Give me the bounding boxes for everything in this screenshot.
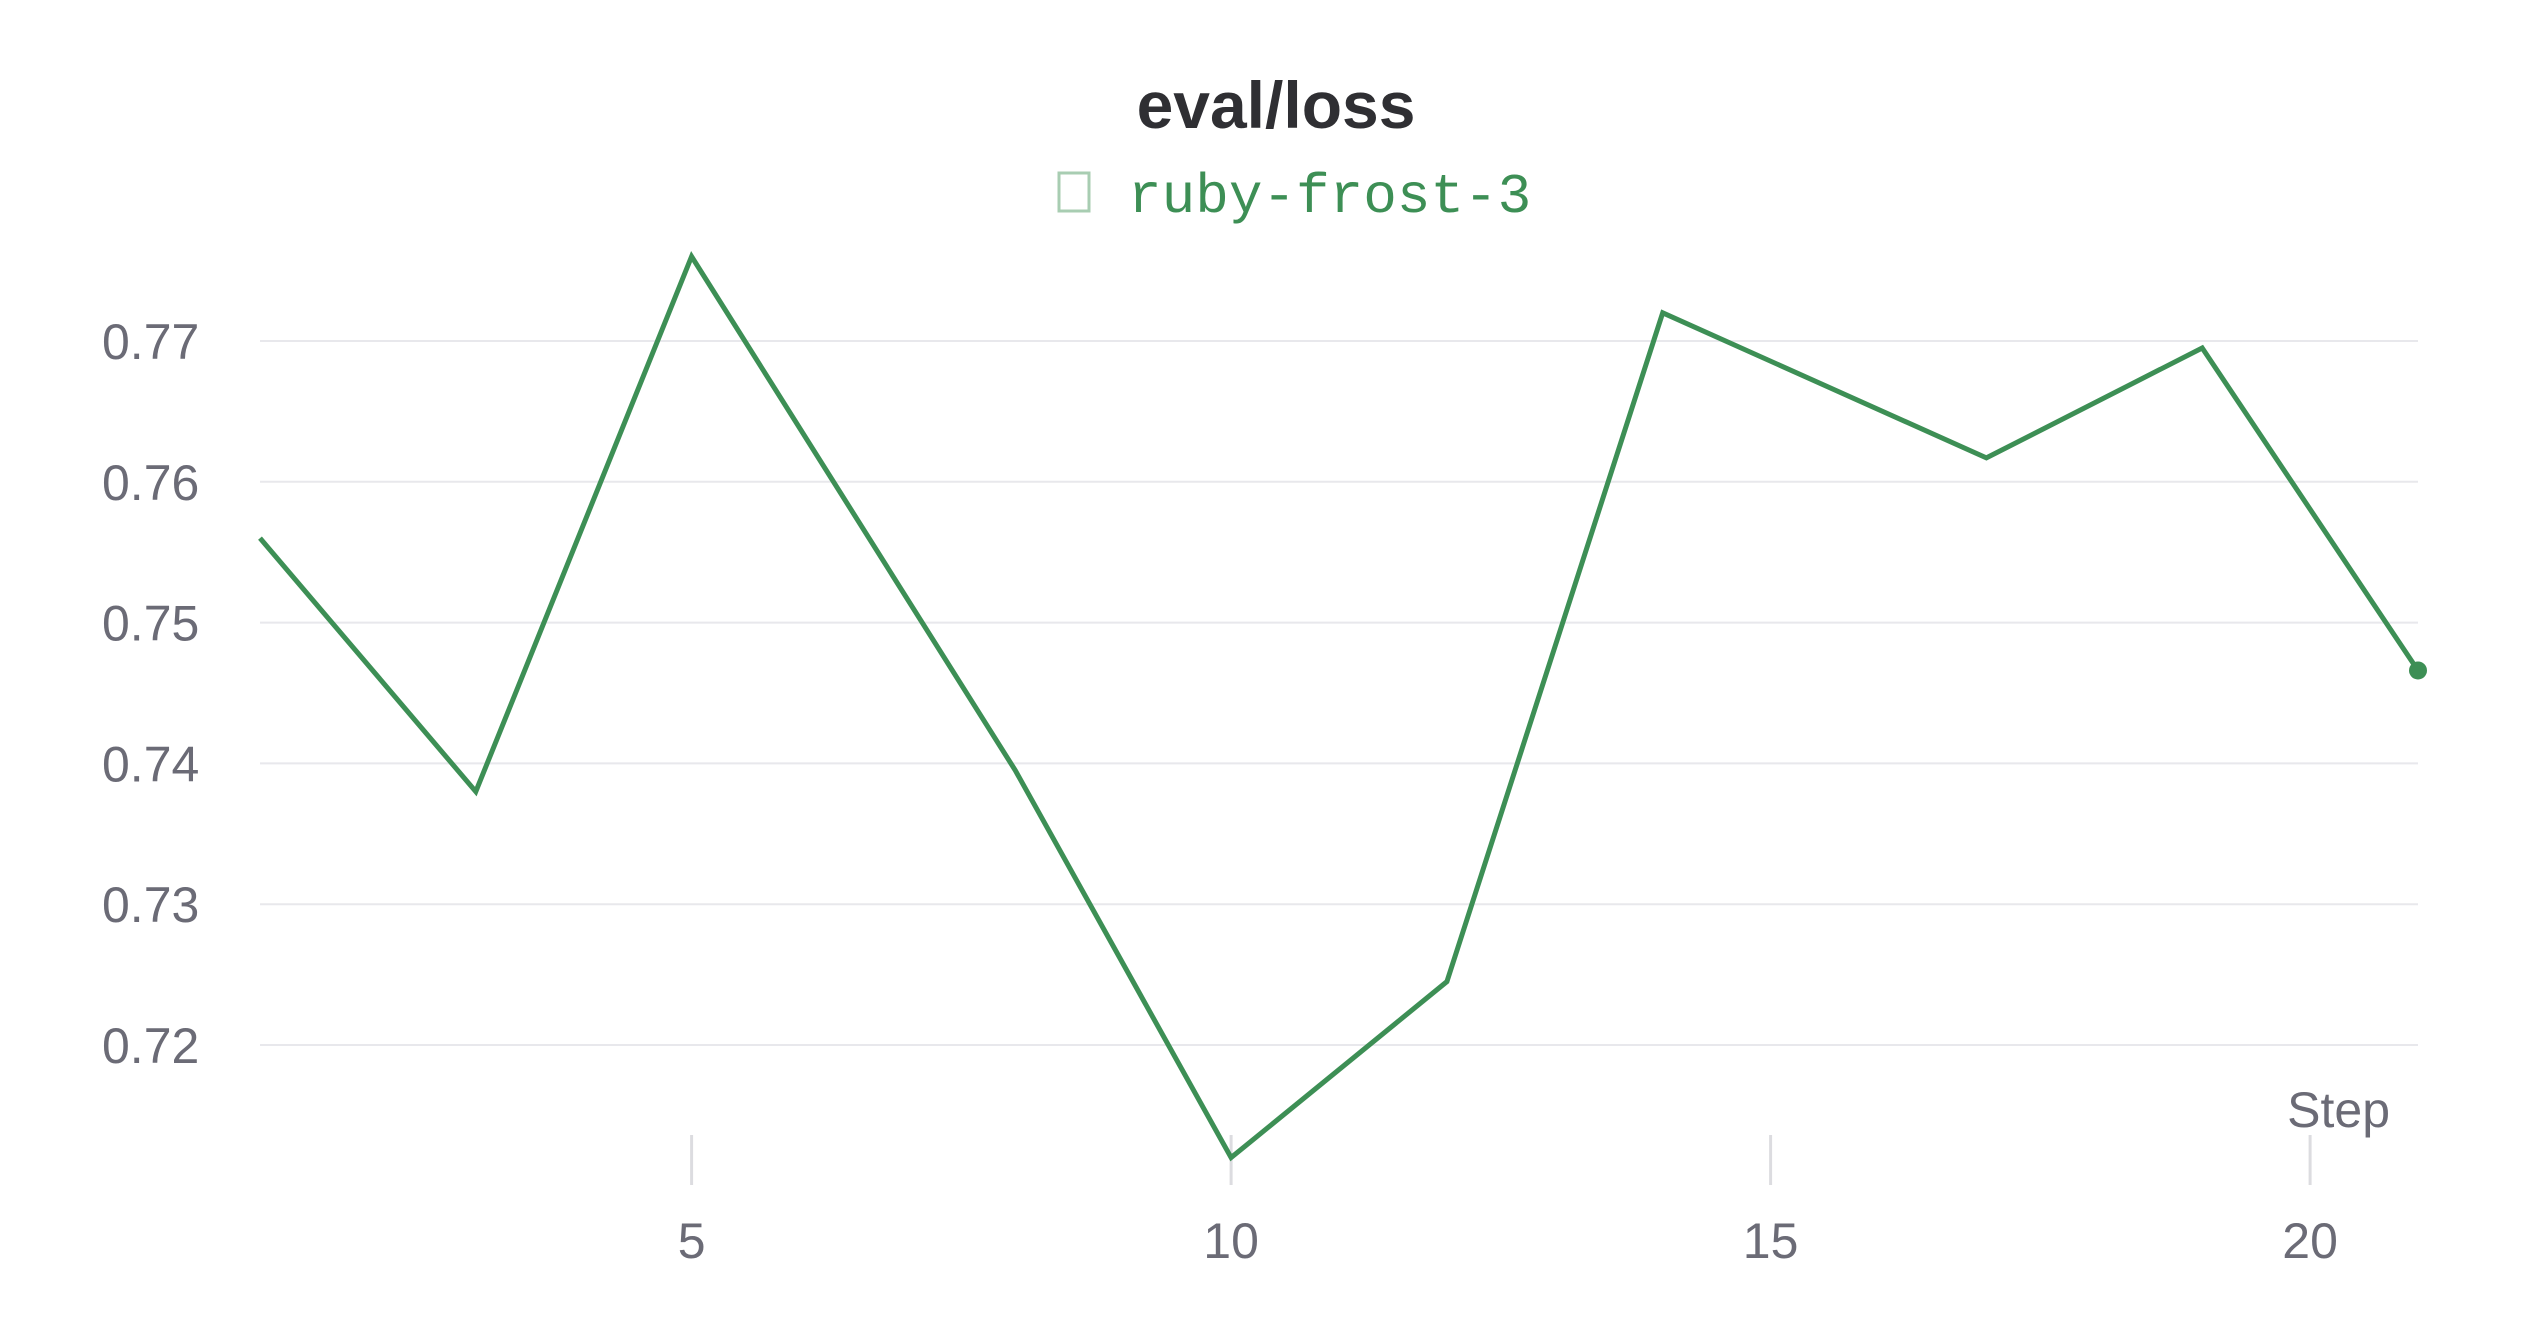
y-tick-label: 0.75 xyxy=(102,596,199,652)
x-tick-label: 10 xyxy=(1203,1213,1259,1269)
x-axis-ticks: 5 10 15 20 xyxy=(678,1135,2338,1269)
x-tick-label: 15 xyxy=(1743,1213,1799,1269)
y-axis-ticks: 0.72 0.73 0.74 0.75 0.76 0.77 xyxy=(102,314,199,1074)
series-layer xyxy=(258,251,2427,1162)
x-tick-label: 20 xyxy=(2282,1213,2338,1269)
y-tick-label: 0.76 xyxy=(102,455,199,511)
series-endpoint-marker[interactable] xyxy=(2409,661,2427,680)
y-tick-label: 0.73 xyxy=(102,877,199,933)
chart-title: eval/loss xyxy=(1137,68,1416,142)
series-line[interactable] xyxy=(258,251,2421,1162)
legend-series-swatch[interactable] xyxy=(1057,171,1091,213)
legend-series-label[interactable]: ruby-frost-3 xyxy=(1128,165,1531,229)
x-tick-label: 5 xyxy=(678,1213,706,1269)
legend[interactable]: ruby-frost-3 xyxy=(1057,165,1531,229)
y-tick-label: 0.77 xyxy=(102,314,199,370)
y-tick-label: 0.74 xyxy=(102,736,199,792)
x-axis-title: Step xyxy=(2287,1082,2390,1138)
gridlines xyxy=(260,340,2418,1046)
y-tick-label: 0.72 xyxy=(102,1018,199,1074)
